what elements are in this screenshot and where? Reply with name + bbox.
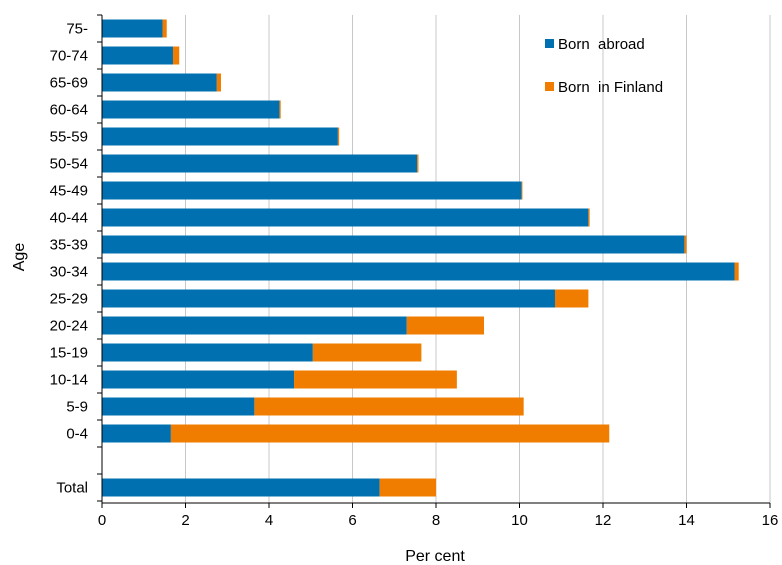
legend-label-born-abroad: Born abroad (558, 36, 645, 53)
legend-swatch-born-in-finland (545, 82, 554, 91)
bar-born-abroad-5-9 (102, 397, 255, 416)
bar-born-abroad-15-19 (102, 343, 313, 362)
bar-born-in-finland-65-69 (216, 73, 221, 92)
x-tick-label-16: 16 (762, 512, 779, 529)
bar-born-in-finland-25-29 (554, 289, 589, 308)
bars (102, 19, 739, 497)
bar-born-abroad-0-4 (102, 424, 171, 443)
bar-born-in-finland-60-64 (279, 100, 281, 119)
bar-born-in-finland-10-14 (294, 370, 457, 389)
bar-born-in-finland-35-39 (684, 235, 687, 254)
y-axis-label: Age (11, 243, 28, 272)
x-tick-label-12: 12 (595, 512, 612, 529)
y-tick-labels: 75- 70-74 65-69 60-64 55-59 50-54 45-49 40-44 35… (50, 21, 88, 497)
y-tick-label-15-19: 15-19 (50, 345, 88, 362)
legend: Born abroad Born in Finland (545, 36, 663, 96)
bar-born-abroad-30-34 (102, 262, 735, 281)
x-tick-label-4: 4 (265, 512, 273, 529)
x-tick-label-0: 0 (98, 512, 106, 529)
bar-born-abroad-45-49 (102, 181, 522, 200)
y-tick-label-75: 75- (66, 21, 88, 38)
bar-born-in-finland-70-74 (172, 46, 180, 65)
y-tick-label-35-39: 35-39 (50, 237, 88, 254)
bar-born-abroad-75 (102, 19, 163, 38)
y-tick-label-10-14: 10-14 (50, 372, 88, 389)
y-tick-label-55-59: 55-59 (50, 129, 88, 146)
x-tick-label-6: 6 (348, 512, 356, 529)
bar-born-abroad-10-14 (102, 370, 295, 389)
bar-born-abroad-65-69 (102, 73, 217, 92)
x-tick-label-2: 2 (181, 512, 189, 529)
y-tick-label-40-44: 40-44 (50, 210, 88, 227)
bar-born-in-finland-20-24 (406, 316, 485, 335)
x-tick-label-10: 10 (511, 512, 528, 529)
y-tick-label-0-4: 0-4 (66, 426, 88, 443)
bar-born-abroad-35-39 (102, 235, 685, 254)
bar-born-in-finland-75 (162, 19, 167, 38)
bar-born-abroad-25-29 (102, 289, 555, 308)
y-tick-label-65-69: 65-69 (50, 75, 88, 92)
bar-born-in-finland-50-54 (417, 154, 419, 173)
y-tick-label-45-49: 45-49 (50, 183, 88, 200)
x-axis-label: Per cent (405, 548, 465, 565)
y-tick-label-25-29: 25-29 (50, 291, 88, 308)
bar-born-in-finland-total (379, 478, 436, 497)
y-tick-label-50-54: 50-54 (50, 156, 88, 173)
axes (97, 14, 771, 508)
bar-born-in-finland-45-49 (521, 181, 523, 200)
bar-born-in-finland-5-9 (254, 397, 524, 416)
x-tick-labels: 0 2 4 6 8 10 12 14 16 (98, 512, 779, 529)
y-tick-label-70-74: 70-74 (50, 48, 88, 65)
y-tick-label-20-24: 20-24 (50, 318, 88, 335)
bar-born-abroad-40-44 (102, 208, 589, 227)
gridlines (185, 15, 771, 503)
bar-born-in-finland-0-4 (170, 424, 610, 443)
y-tick-label-5-9: 5-9 (66, 399, 88, 416)
bar-born-abroad-70-74 (102, 46, 173, 65)
bar-born-in-finland-55-59 (337, 127, 340, 146)
bar-born-in-finland-40-44 (588, 208, 590, 227)
x-tick-label-8: 8 (432, 512, 440, 529)
bar-born-abroad-total (102, 478, 380, 497)
bar-born-in-finland-30-34 (734, 262, 739, 281)
legend-swatch-born-abroad (545, 39, 554, 48)
legend-label-born-in-finland: Born in Finland (558, 79, 663, 96)
y-tick-label-60-64: 60-64 (50, 102, 88, 119)
y-tick-label-30-34: 30-34 (50, 264, 88, 281)
bar-born-abroad-20-24 (102, 316, 407, 335)
bar-born-abroad-60-64 (102, 100, 280, 119)
y-tick-label-total: Total (56, 480, 88, 497)
bar-born-in-finland-15-19 (312, 343, 422, 362)
x-tick-label-14: 14 (678, 512, 695, 529)
bar-born-abroad-50-54 (102, 154, 418, 173)
bar-born-abroad-55-59 (102, 127, 338, 146)
